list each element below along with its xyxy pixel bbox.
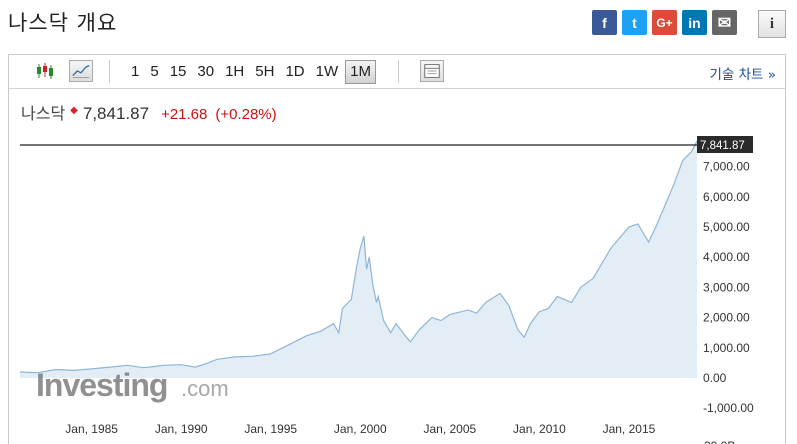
x-tick-label: Jan, 1995 [244, 422, 297, 436]
y-tick-label: 1,000.00 [703, 341, 750, 355]
range-5[interactable]: 5 [150, 62, 159, 80]
y-tick-label: 4,000.00 [703, 250, 750, 264]
technical-chart-link[interactable]: 기술 차트 » [709, 67, 776, 83]
toolbar-separator [109, 60, 110, 83]
last-value-badge [697, 136, 753, 153]
x-tick-label: Jan, 2000 [334, 422, 387, 436]
range-15[interactable]: 15 [169, 62, 187, 80]
x-tick-label: Jan, 1985 [65, 422, 118, 436]
range-1d[interactable]: 1D [285, 62, 305, 80]
page-title: 나스닥 개요 [8, 11, 118, 35]
time-range-selector: 1 5 15 30 1H 5H 1D 1W 1M [127, 55, 379, 88]
price-change-percent: (+0.28%) [215, 106, 277, 123]
up-arrow-icon: ◆ [70, 105, 78, 116]
index-name: 나스닥 [21, 104, 66, 123]
share-bar: f t G+ in ✉ [592, 10, 737, 35]
series-line [19, 140, 698, 374]
linkedin-icon[interactable]: in [682, 10, 707, 35]
twitter-icon[interactable]: t [622, 10, 647, 35]
volume-axis-label: 30.0B [704, 439, 735, 444]
watermark-suffix: .com [181, 376, 229, 401]
watermark-logo: Investing [36, 367, 167, 403]
range-30[interactable]: 30 [197, 62, 215, 80]
x-tick-label: Jan, 2010 [513, 422, 566, 436]
y-tick-label: 2,000.00 [703, 311, 750, 325]
facebook-icon[interactable]: f [592, 10, 617, 35]
y-tick-label: 0.00 [703, 371, 727, 385]
candlestick-chart-icon[interactable] [33, 60, 57, 82]
last-price: 7,841.87 [82, 104, 150, 123]
email-icon[interactable]: ✉ [712, 10, 737, 35]
range-1[interactable]: 1 [131, 62, 140, 80]
range-1w[interactable]: 1W [315, 62, 339, 80]
line-chart-icon[interactable] [69, 60, 93, 82]
y-tick-label: 6,000.00 [703, 190, 750, 204]
y-tick-label: 7,000.00 [703, 160, 750, 174]
chart-toolbar: 1 5 15 30 1H 5H 1D 1W 1M 기술 차트 » [9, 55, 785, 89]
quote-line: 나스닥 ◆ 7,841.87 +21.68 (+0.28%) [21, 100, 277, 123]
info-button[interactable]: i [758, 10, 786, 38]
price-change: +21.68 [161, 106, 208, 123]
range-5h[interactable]: 5H [255, 62, 275, 80]
x-tick-label: Jan, 2005 [423, 422, 476, 436]
y-tick-label: -1,000.00 [703, 401, 754, 415]
range-1h[interactable]: 1H [225, 62, 245, 80]
range-1m[interactable]: 1M [345, 59, 376, 84]
last-value-label: 7,841.87 [700, 140, 745, 152]
google-plus-icon[interactable]: G+ [652, 10, 677, 35]
table-view-icon[interactable] [420, 60, 444, 82]
y-tick-label: 3,000.00 [703, 280, 750, 294]
x-tick-label: Jan, 1990 [155, 422, 208, 436]
page-header: 나스닥 개요 f t G+ in ✉ i [0, 0, 797, 44]
toolbar-separator [398, 60, 399, 83]
y-tick-label: 5,000.00 [703, 220, 750, 234]
chart-panel: 1 5 15 30 1H 5H 1D 1W 1M 기술 차트 » 나스닥 ◆ 7… [8, 54, 786, 444]
x-tick-label: Jan, 2015 [603, 422, 656, 436]
